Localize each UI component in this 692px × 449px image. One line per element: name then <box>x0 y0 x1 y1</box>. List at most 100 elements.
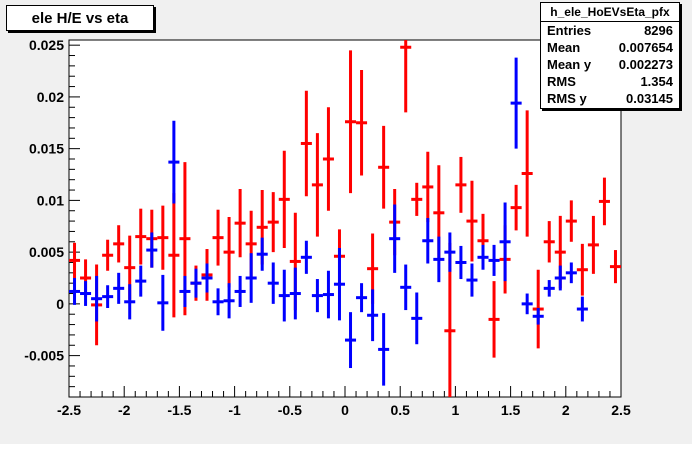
data-point <box>135 208 147 265</box>
data-point <box>124 284 136 320</box>
data-point <box>201 263 213 293</box>
stats-row-entries: Entries 8296 <box>541 22 679 39</box>
stats-label: RMS <box>547 74 576 89</box>
stats-histogram-name: h_ele_HoEVsEta_pfx <box>541 3 679 22</box>
data-point <box>157 274 169 331</box>
y-tick-label: 0.02 <box>37 89 64 105</box>
data-point <box>510 184 522 231</box>
data-point <box>565 262 577 284</box>
x-tick-label: 2 <box>562 402 570 418</box>
stats-label: RMS y <box>547 91 587 106</box>
data-point <box>223 283 235 319</box>
data-point <box>576 243 588 296</box>
data-point <box>278 150 290 248</box>
data-point <box>444 232 456 272</box>
data-point <box>102 285 114 309</box>
stats-value: 8296 <box>644 23 673 38</box>
stats-value: 0.007654 <box>618 40 673 55</box>
data-point <box>311 133 323 237</box>
stats-label: Mean y <box>547 57 592 72</box>
data-point <box>411 182 423 216</box>
x-tick-label: -1 <box>228 402 241 418</box>
data-point <box>455 156 467 213</box>
data-point <box>609 250 621 284</box>
y-axis: -0.005 0 0.005 0.01 0.015 0.02 0.025 <box>24 37 80 398</box>
data-point <box>621 205 632 259</box>
x-tick-label: 1 <box>452 402 460 418</box>
x-tick-label: -2.5 <box>57 402 81 418</box>
data-point <box>289 267 301 320</box>
data-point <box>256 237 268 271</box>
data-point <box>422 151 434 223</box>
stats-value: 1.354 <box>640 74 673 89</box>
data-point <box>565 200 577 242</box>
data-point <box>333 247 345 321</box>
y-tick-label: 0 <box>56 296 64 312</box>
data-point <box>69 278 81 305</box>
data-point <box>190 268 202 298</box>
data-point <box>488 244 500 276</box>
data-point <box>345 50 357 194</box>
data-point <box>223 216 235 288</box>
data-point <box>455 245 467 280</box>
data-point <box>444 242 456 397</box>
data-point <box>69 242 81 278</box>
stats-label: Mean <box>547 40 581 55</box>
data-point <box>543 221 555 263</box>
data-point <box>179 275 191 307</box>
data-point <box>168 120 180 204</box>
data-point <box>157 205 169 270</box>
data-point <box>543 280 555 297</box>
data-point <box>212 209 224 266</box>
data-point <box>632 242 643 279</box>
stats-row-mean-y: Mean y 0.002273 <box>541 56 679 73</box>
data-point <box>113 272 125 304</box>
y-tick-label: 0.005 <box>29 244 64 260</box>
data-point <box>278 269 290 322</box>
data-point <box>300 240 312 274</box>
x-tick-label: 1.5 <box>501 402 521 418</box>
data-point <box>466 263 478 297</box>
chart-title: ele H/E vs eta <box>6 5 154 31</box>
x-tick-label: -1.5 <box>167 402 191 418</box>
x-axis: -2.5 -2 -1.5 -1 -0.5 0 0.5 1 1.5 2 2.5 <box>57 386 631 418</box>
data-point <box>598 177 610 226</box>
x-tick-label: -2 <box>118 402 131 418</box>
data-point <box>113 225 125 263</box>
data-point <box>576 296 588 322</box>
data-point <box>488 281 500 358</box>
stats-row-mean: Mean 0.007654 <box>541 39 679 56</box>
y-tick-label: -0.005 <box>24 348 64 364</box>
data-point <box>300 90 312 197</box>
data-point <box>422 217 434 264</box>
stats-value: 0.002273 <box>618 57 673 72</box>
y-tick-label: 0.015 <box>29 141 64 157</box>
data-point <box>91 275 103 322</box>
data-point <box>322 107 334 211</box>
chart-title-text: ele H/E vs eta <box>31 9 129 27</box>
data-point <box>477 244 489 270</box>
data-point <box>234 275 246 307</box>
data-point <box>521 110 533 237</box>
data-point <box>367 289 379 342</box>
data-point <box>499 202 511 282</box>
data-point <box>554 265 566 291</box>
y-tick-label: 0.025 <box>29 37 64 53</box>
data-point <box>510 57 522 149</box>
data-point <box>466 180 478 262</box>
data-point <box>135 265 147 297</box>
data-point <box>521 293 533 315</box>
data-point <box>532 308 544 325</box>
data-point <box>378 125 390 209</box>
data-point <box>400 40 412 113</box>
data-point <box>411 292 423 345</box>
y-tick-label: 0.01 <box>37 192 64 208</box>
x-tick-label: -0.5 <box>278 402 302 418</box>
data-point <box>267 262 279 304</box>
data-point <box>378 313 390 386</box>
data-point <box>212 288 224 316</box>
stats-box: h_ele_HoEVsEta_pfx Entries 8296 Mean 0.0… <box>540 2 680 109</box>
data-point <box>245 253 257 303</box>
stats-row-rms: RMS 1.354 <box>541 73 679 90</box>
series-layer <box>69 40 643 397</box>
